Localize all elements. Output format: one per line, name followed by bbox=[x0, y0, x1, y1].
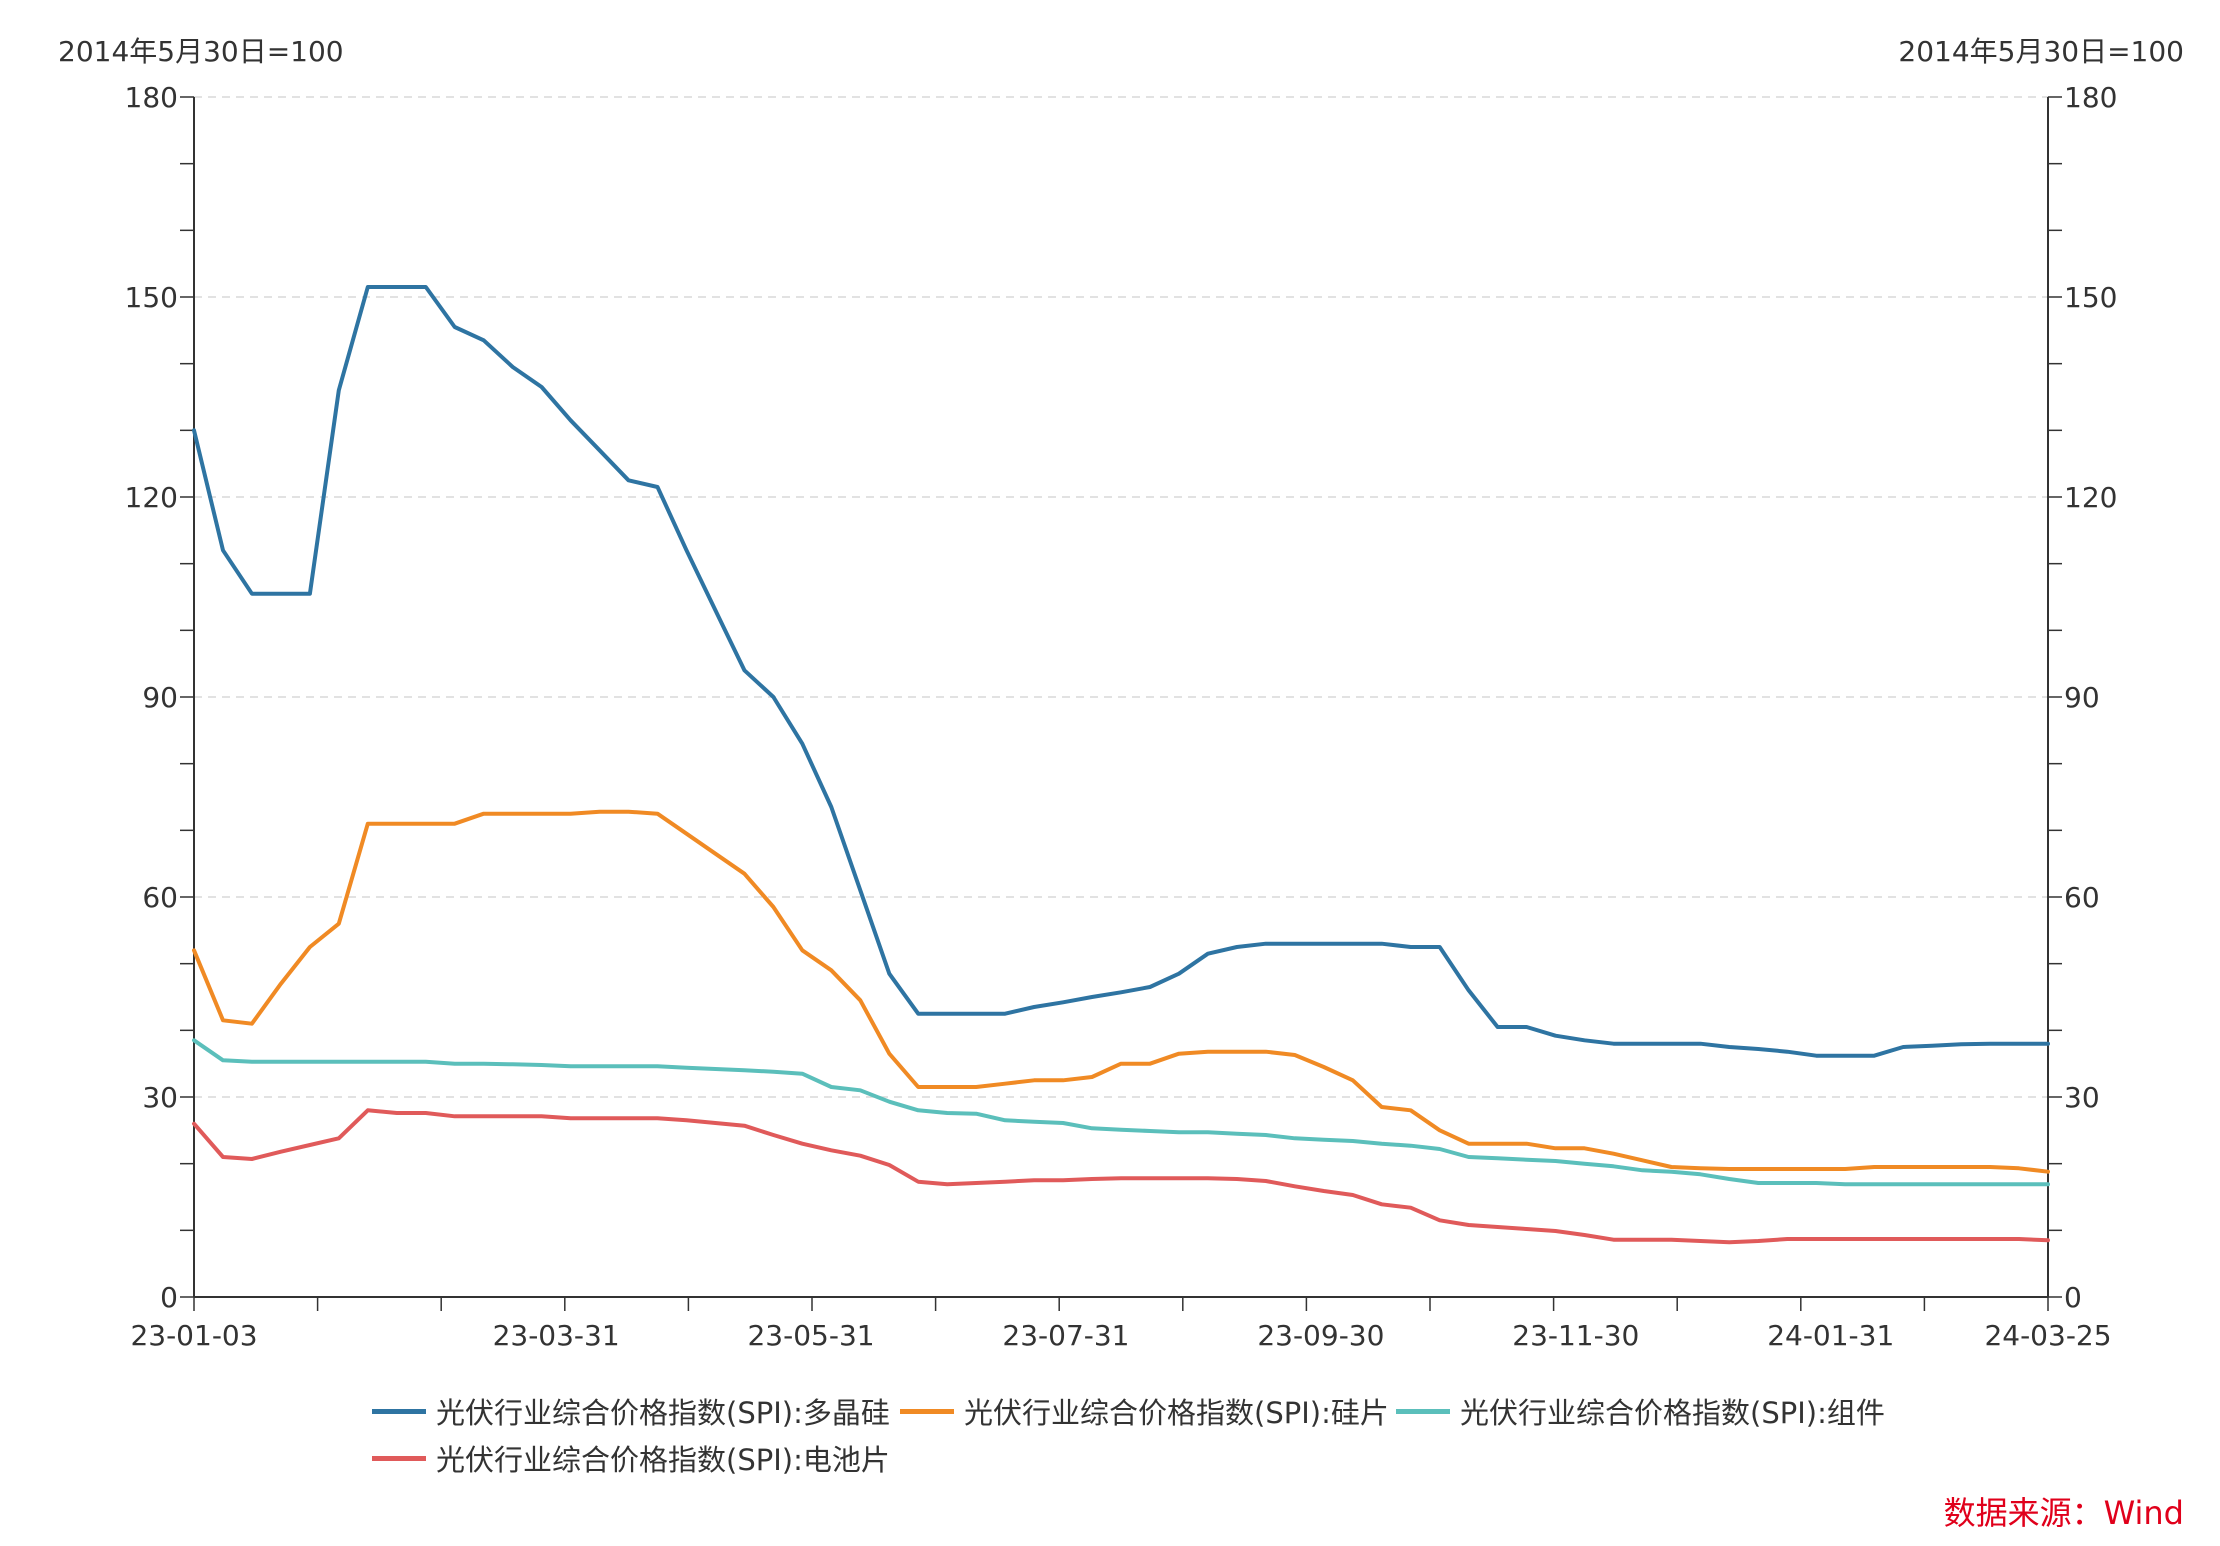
series-line-1 bbox=[192, 809, 2050, 1174]
y-tick-label-left: 180 bbox=[125, 81, 178, 114]
legend-swatch-polysilicon bbox=[372, 1408, 426, 1414]
y-tick-label-right: 180 bbox=[2064, 81, 2117, 114]
axis-ticks: 0 0 30 30 60 60 90 90 120 120 150 150 180 180 23-01-03… bbox=[125, 81, 2118, 1352]
y-tick-label-right: 120 bbox=[2064, 481, 2117, 514]
x-tick-label: 24-03-25 bbox=[1984, 1319, 2111, 1352]
series-line-0 bbox=[192, 285, 2050, 1058]
y-tick-label-left: 90 bbox=[142, 681, 178, 714]
legend-item-wafer[interactable]: 光伏行业综合价格指数(SPI):硅片 bbox=[900, 1390, 1389, 1432]
y-tick-label-left: 120 bbox=[125, 481, 178, 514]
legend-item-module[interactable]: 光伏行业综合价格指数(SPI):组件 bbox=[1396, 1390, 1885, 1432]
y-tick-label-left: 30 bbox=[142, 1081, 178, 1114]
legend-swatch-wafer bbox=[900, 1408, 954, 1414]
x-tick-label: 23-07-31 bbox=[1002, 1319, 1129, 1352]
legend-label-module: 光伏行业综合价格指数(SPI):组件 bbox=[1460, 1396, 1885, 1430]
legend-label-wafer: 光伏行业综合价格指数(SPI):硅片 bbox=[964, 1396, 1389, 1430]
y-tick-label-right: 30 bbox=[2064, 1081, 2100, 1114]
x-tick-label: 23-11-30 bbox=[1512, 1319, 1639, 1352]
y-tick-label-right: 150 bbox=[2064, 281, 2117, 314]
x-tick-label: 23-05-31 bbox=[747, 1319, 874, 1352]
series-lines bbox=[192, 285, 2050, 1245]
left-axis-unit-label: 2014年5月30日=100 bbox=[58, 35, 344, 68]
x-tick-label: 23-03-31 bbox=[493, 1319, 620, 1352]
x-tick-label: 24-01-31 bbox=[1767, 1319, 1894, 1352]
y-tick-label-right: 60 bbox=[2064, 881, 2100, 914]
x-tick-label: 23-09-30 bbox=[1257, 1319, 1384, 1352]
series-line-3 bbox=[192, 1108, 2050, 1245]
x-tick-label: 23-01-03 bbox=[130, 1319, 257, 1352]
y-tick-label-left: 0 bbox=[160, 1281, 178, 1314]
y-tick-label-right: 0 bbox=[2064, 1281, 2082, 1314]
legend-label-polysilicon: 光伏行业综合价格指数(SPI):多晶硅 bbox=[436, 1396, 890, 1430]
data-source-note: 数据来源：Wind bbox=[1943, 1494, 2184, 1532]
legend-item-cell[interactable]: 光伏行业综合价格指数(SPI):电池片 bbox=[372, 1437, 890, 1479]
y-tick-label-left: 150 bbox=[125, 281, 178, 314]
y-tick-label-left: 60 bbox=[142, 881, 178, 914]
gridlines bbox=[194, 96, 2048, 1098]
legend-label-cell: 光伏行业综合价格指数(SPI):电池片 bbox=[436, 1443, 890, 1477]
right-axis-unit-label: 2014年5月30日=100 bbox=[1898, 35, 2184, 68]
y-tick-label-right: 90 bbox=[2064, 681, 2100, 714]
series-line-2 bbox=[192, 1038, 2050, 1187]
legend-swatch-module bbox=[1396, 1408, 1450, 1414]
legend-swatch-cell bbox=[372, 1455, 426, 1461]
legend-item-polysilicon[interactable]: 光伏行业综合价格指数(SPI):多晶硅 bbox=[372, 1390, 890, 1432]
